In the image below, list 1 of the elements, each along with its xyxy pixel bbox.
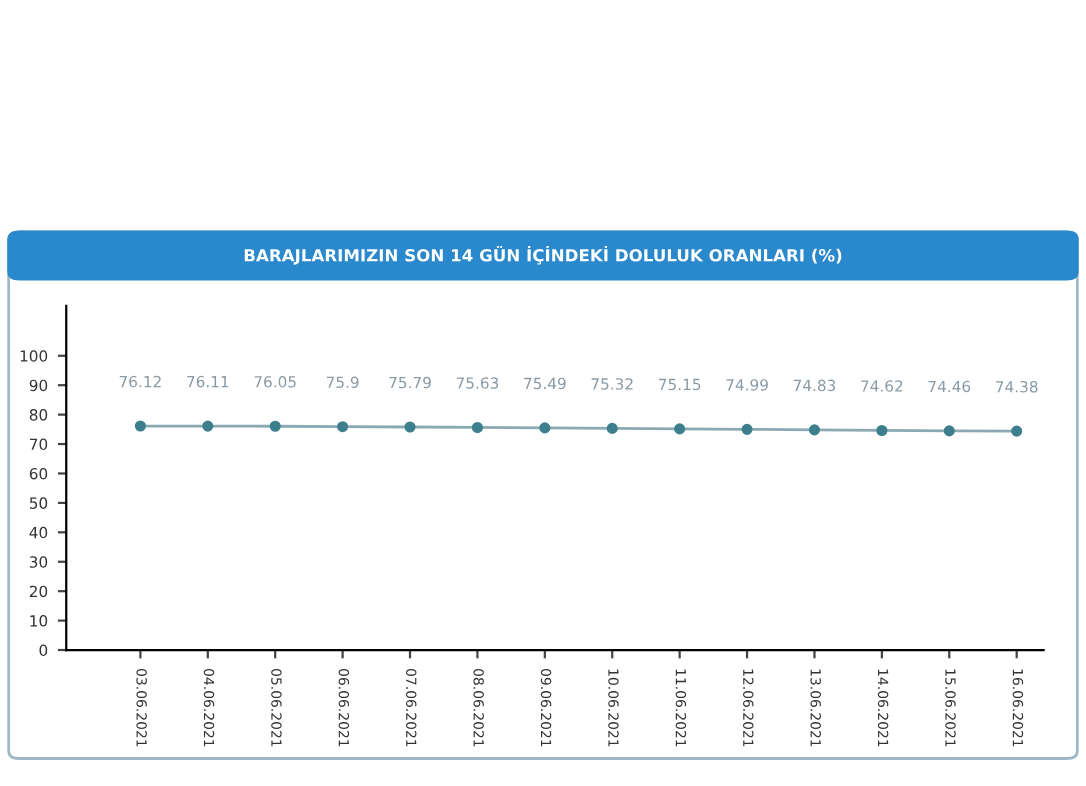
chart-title: BARAJLARIMIZIN SON 14 GÜN İÇİNDEKİ DOLULUK ORANLARI (%) [244,245,842,265]
